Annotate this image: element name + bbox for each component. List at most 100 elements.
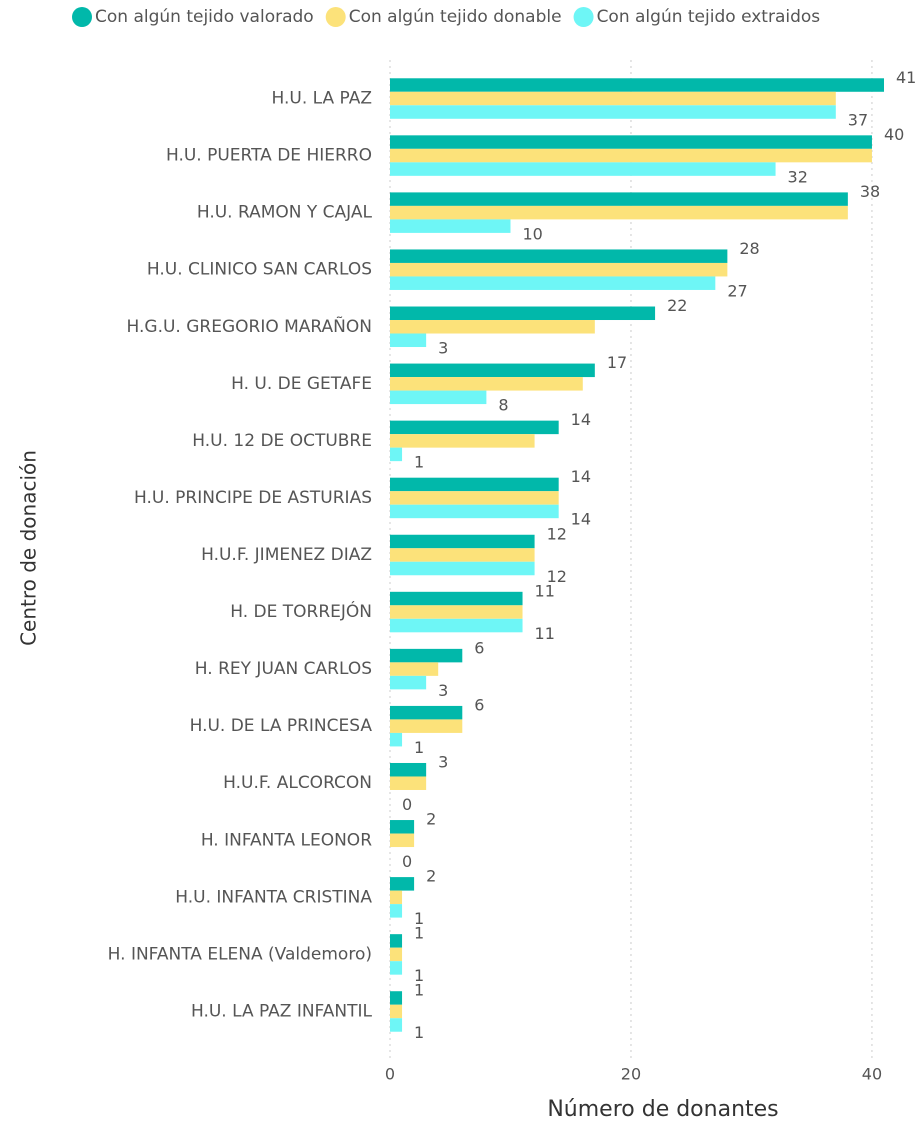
y-tick-label: H.U. 12 DE OCTUBRE	[192, 431, 372, 451]
data-label: 14	[571, 467, 591, 486]
y-axis-title: Centro de donación	[17, 450, 41, 646]
data-label: 38	[860, 182, 880, 201]
bar	[390, 420, 559, 435]
bar	[390, 105, 836, 119]
bar	[390, 732, 403, 747]
bar	[390, 447, 403, 462]
y-tick-label: H.U. DE LA PRINCESA	[190, 716, 373, 736]
data-label: 11	[535, 581, 555, 600]
y-tick-label: H. INFANTA LEONOR	[201, 830, 372, 850]
bar	[390, 320, 595, 334]
data-label: 1	[414, 738, 424, 757]
data-label: 8	[498, 396, 508, 415]
bar	[390, 162, 776, 176]
data-label: 2	[426, 810, 436, 829]
y-tick-label: H.U. INFANTA CRISTINA	[175, 887, 372, 907]
data-label: 6	[474, 638, 484, 657]
bar	[390, 705, 463, 720]
bar	[390, 477, 559, 492]
data-label: 12	[547, 524, 567, 543]
legend-label: Con algún tejido valorado	[95, 7, 314, 27]
data-label: 1	[414, 981, 424, 1000]
bar	[390, 648, 463, 663]
data-label: 1	[414, 924, 424, 943]
bar	[390, 491, 559, 505]
data-label: 0	[402, 795, 412, 814]
data-label: 1	[414, 1023, 424, 1042]
bar	[390, 591, 523, 606]
data-label: 0	[402, 852, 412, 871]
bar	[390, 333, 427, 348]
x-tick-label: 20	[621, 1065, 641, 1084]
bar	[390, 91, 836, 106]
data-label: 40	[884, 125, 904, 144]
data-label: 1	[414, 966, 424, 985]
data-label: 10	[522, 224, 542, 243]
y-tick-label: H.U. PRINCIPE DE ASTURIAS	[134, 488, 372, 508]
bar	[390, 504, 559, 519]
legend-label: Con algún tejido donable	[349, 7, 562, 27]
x-tick-label: 40	[862, 1065, 882, 1084]
bar	[390, 675, 427, 690]
x-tick-label: 0	[385, 1065, 395, 1084]
bar	[390, 947, 403, 962]
data-label: 3	[438, 752, 448, 771]
bar	[390, 78, 884, 92]
data-label: 14	[571, 410, 591, 429]
y-tick-label: H.U. PUERTA DE HIERRO	[166, 146, 372, 166]
x-axis-title: Número de donantes	[547, 1097, 778, 1122]
data-label: 28	[739, 239, 759, 258]
y-tick-label: H.U.F. ALCORCON	[223, 773, 372, 793]
bar	[390, 762, 427, 777]
bar	[390, 618, 523, 633]
y-tick-label: H. INFANTA ELENA (Valdemoro)	[108, 944, 372, 964]
data-label: 2	[426, 867, 436, 886]
bar	[390, 605, 523, 619]
y-tick-label: H.U. CLINICO SAN CARLOS	[147, 260, 372, 280]
bar	[390, 561, 535, 576]
y-tick-label: H.U. RAMON Y CAJAL	[197, 203, 373, 223]
bar	[390, 377, 583, 391]
bar	[390, 148, 872, 163]
bar	[390, 249, 728, 263]
bar	[390, 534, 535, 549]
y-tick-label: H.U. LA PAZ	[272, 89, 372, 109]
y-tick-label: H.U. LA PAZ INFANTIL	[191, 1001, 373, 1021]
bar	[390, 1004, 403, 1019]
bar	[390, 719, 463, 733]
bar	[390, 1018, 403, 1032]
y-tick-label: H.U.F. JIMENEZ DIAZ	[201, 545, 372, 565]
data-label: 37	[848, 110, 868, 129]
bar	[390, 262, 728, 277]
bar	[390, 890, 403, 905]
data-label: 11	[535, 624, 555, 643]
y-tick-label: H. U. DE GETAFE	[231, 374, 372, 394]
bar	[390, 820, 415, 834]
data-label: 3	[438, 681, 448, 700]
legend-marker	[325, 7, 346, 27]
bar	[390, 961, 403, 975]
bar	[390, 363, 595, 378]
y-tick-label: H. DE TORREJÓN	[230, 600, 372, 622]
bar	[390, 192, 848, 206]
data-label: 14	[571, 510, 591, 529]
bar	[390, 776, 427, 790]
bar	[390, 219, 511, 233]
bar	[390, 833, 415, 848]
bar	[390, 276, 716, 290]
data-label: 6	[474, 695, 484, 714]
bar	[390, 135, 872, 149]
legend-marker	[573, 7, 594, 27]
bar	[390, 548, 535, 562]
data-label: 1	[414, 453, 424, 472]
legend-marker	[72, 7, 92, 27]
data-label: 12	[547, 567, 567, 586]
bar	[390, 877, 415, 891]
bar	[390, 306, 656, 321]
bar	[390, 205, 848, 220]
y-tick-label: H.G.U. GREGORIO MARAÑON	[127, 315, 372, 337]
bar	[390, 390, 487, 405]
y-tick-label: H. REY JUAN CARLOS	[195, 659, 372, 679]
data-label: 3	[438, 339, 448, 358]
